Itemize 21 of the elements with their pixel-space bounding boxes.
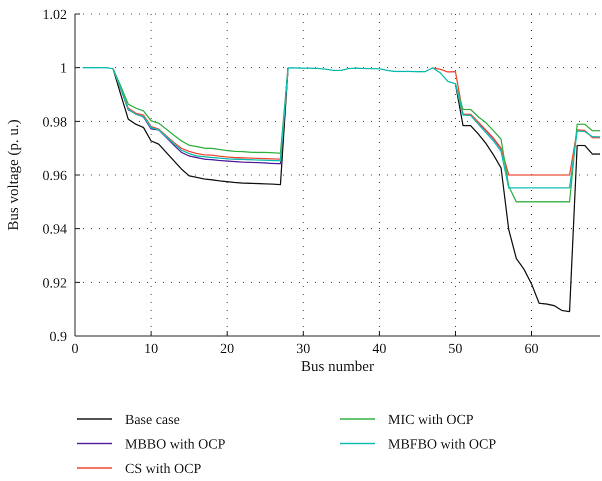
legend-label: Base case	[125, 413, 180, 428]
x-axis-title: Bus number	[301, 359, 374, 375]
y-tick-label: 0.9	[50, 330, 67, 345]
legend-label: CS with OCP	[125, 462, 202, 477]
x-tick-label: 30	[296, 342, 310, 357]
legend-label: MBBO with OCP	[125, 438, 226, 452]
legend-label: MIC with OCP	[388, 413, 474, 428]
y-tick-label: 0.96	[42, 169, 67, 184]
y-tick-label: 1	[60, 62, 67, 77]
y-axis-title: Bus voltage (p. u.)	[6, 119, 22, 231]
y-tick-label: 1.02	[42, 8, 67, 23]
y-tick-label: 0.92	[42, 276, 67, 292]
x-tick-label: 0	[72, 342, 78, 357]
x-tick-label: 20	[220, 342, 234, 357]
x-tick-label: 50	[448, 342, 462, 357]
y-tick-label: 0.98	[42, 115, 67, 130]
x-tick-label: 60	[524, 342, 539, 357]
legend-label: MBFBO with OCP	[388, 438, 496, 452]
x-tick-label: 40	[372, 342, 386, 357]
y-tick-label: 0.94	[42, 222, 67, 238]
x-tick-label: 10	[144, 342, 158, 357]
